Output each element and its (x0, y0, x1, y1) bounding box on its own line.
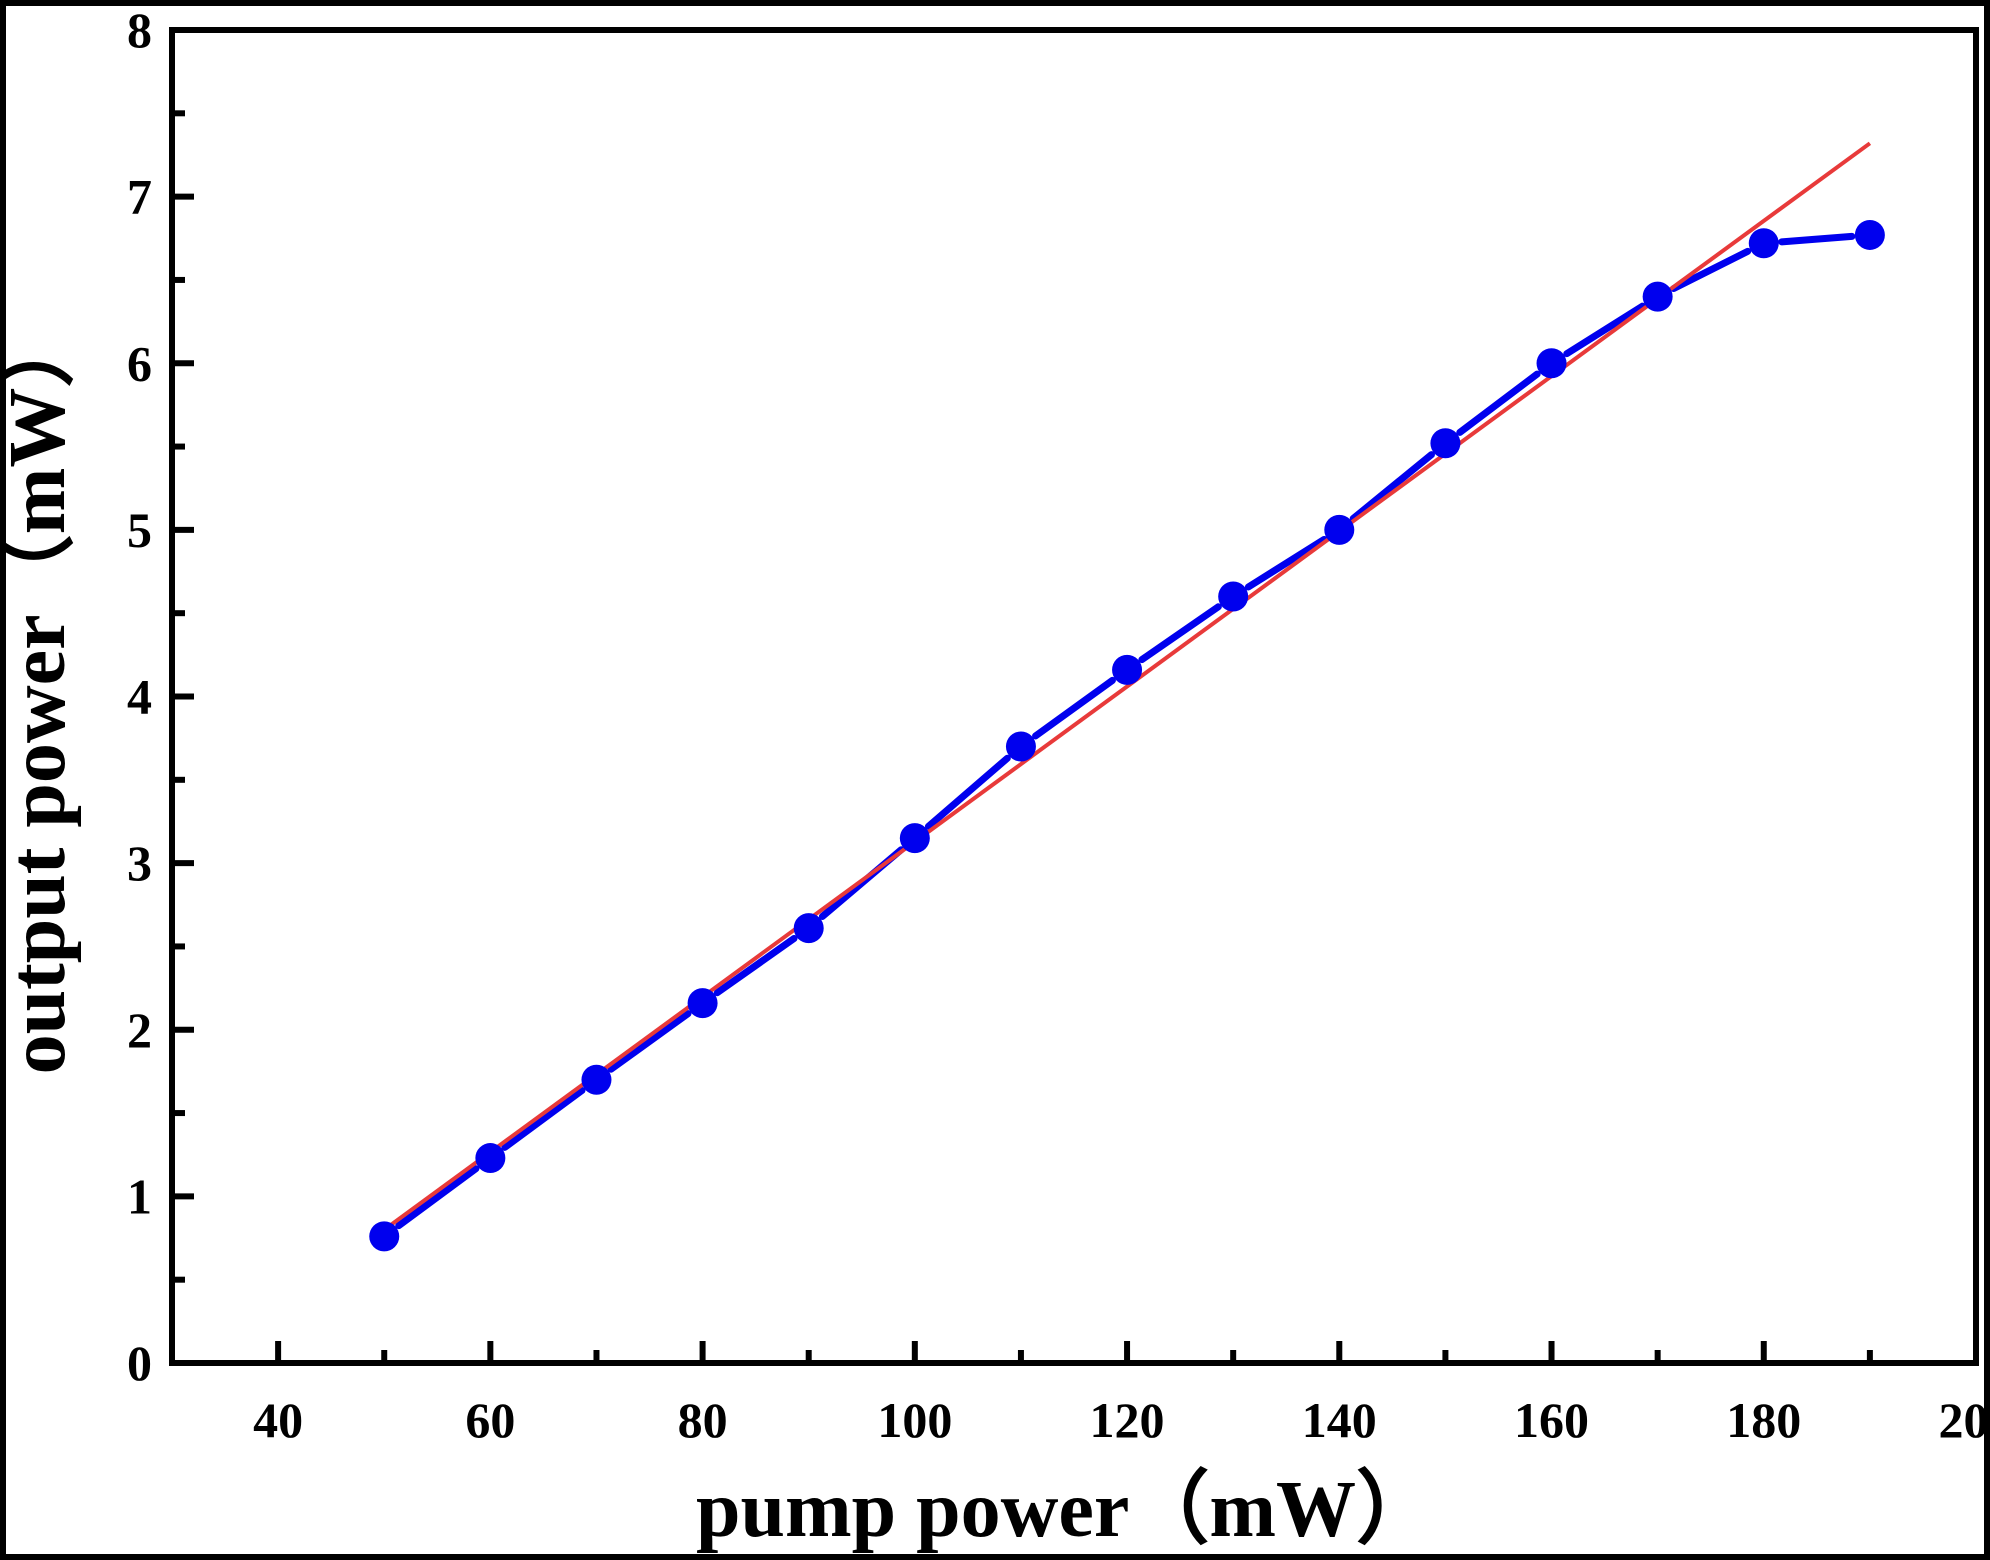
y-tick-label: 8 (127, 6, 152, 58)
data-point (1218, 581, 1249, 612)
data-point (793, 913, 824, 944)
y-tick-label: 5 (127, 502, 152, 558)
series-line-segment (501, 1086, 586, 1151)
fit-line (383, 141, 1872, 1232)
series-line-segment (713, 934, 798, 997)
x-tick-label: 160 (1514, 1392, 1589, 1448)
y-ticks: 0 1 2 3 4 5 6 7 8 (127, 6, 194, 1391)
series-line-segment (924, 754, 1011, 830)
series-markers (369, 219, 1885, 1252)
data-point (1536, 348, 1567, 379)
data-point (581, 1064, 612, 1095)
data-point (1430, 428, 1461, 459)
x-tick-label: 100 (877, 1392, 952, 1448)
data-point (1005, 731, 1036, 762)
data-point (1642, 281, 1673, 312)
plot-frame (169, 27, 1979, 1366)
data-point (899, 823, 930, 854)
series-fit (383, 141, 1872, 1232)
series-line-segment (395, 1165, 480, 1230)
y-tick-label: 2 (127, 1002, 152, 1058)
series-line-segment (1032, 676, 1116, 740)
y-axis-label-group: output power（mW） (6, 308, 82, 1075)
y-axis-label: output power（mW） (6, 308, 82, 1075)
series-line-segment (1244, 535, 1328, 591)
data-point (1854, 219, 1885, 250)
y-tick-label: 6 (127, 335, 152, 391)
series-line-segment (1778, 232, 1856, 246)
x-tick-label: 180 (1726, 1392, 1801, 1448)
series-line-segment (1349, 451, 1435, 522)
data-point (1112, 654, 1143, 685)
series-data (395, 232, 1856, 1230)
data-point (687, 988, 718, 1019)
series-line-segment (1138, 603, 1222, 664)
x-tick-label: 120 (1090, 1392, 1165, 1448)
x-tick-label: 60 (465, 1392, 515, 1448)
data-point (1324, 514, 1355, 545)
series-line-segment (607, 1010, 692, 1073)
y-tick-label: 4 (127, 669, 152, 725)
x-tick-label: 140 (1302, 1392, 1377, 1448)
x-tick-label: 200 (1939, 1392, 1985, 1448)
y-tick-label: 0 (127, 1335, 152, 1391)
series-line-segment (1456, 370, 1541, 436)
x-axis-label: pump power（mW） (696, 1466, 1436, 1554)
data-point (369, 1221, 400, 1252)
series-line-segment (1670, 247, 1752, 293)
plot-area: 40 60 80 100 120 140 160 180 200 0 1 2 3 4 5 6 7 8 (127, 6, 1984, 1448)
y-tick-label: 3 (127, 835, 152, 891)
y-tick-label: 7 (127, 169, 152, 225)
data-point (475, 1143, 506, 1174)
series-line-segment (1563, 302, 1646, 358)
x-ticks: 40 60 80 100 120 140 160 180 200 (253, 1341, 1984, 1448)
x-tick-label: 80 (678, 1392, 728, 1448)
y-tick-label: 1 (127, 1168, 152, 1224)
data-point (1748, 228, 1779, 259)
chart-svg: output power（mW） pump power（mW） 40 60 80 10… (6, 6, 1984, 1554)
x-tick-label: 40 (253, 1392, 303, 1448)
